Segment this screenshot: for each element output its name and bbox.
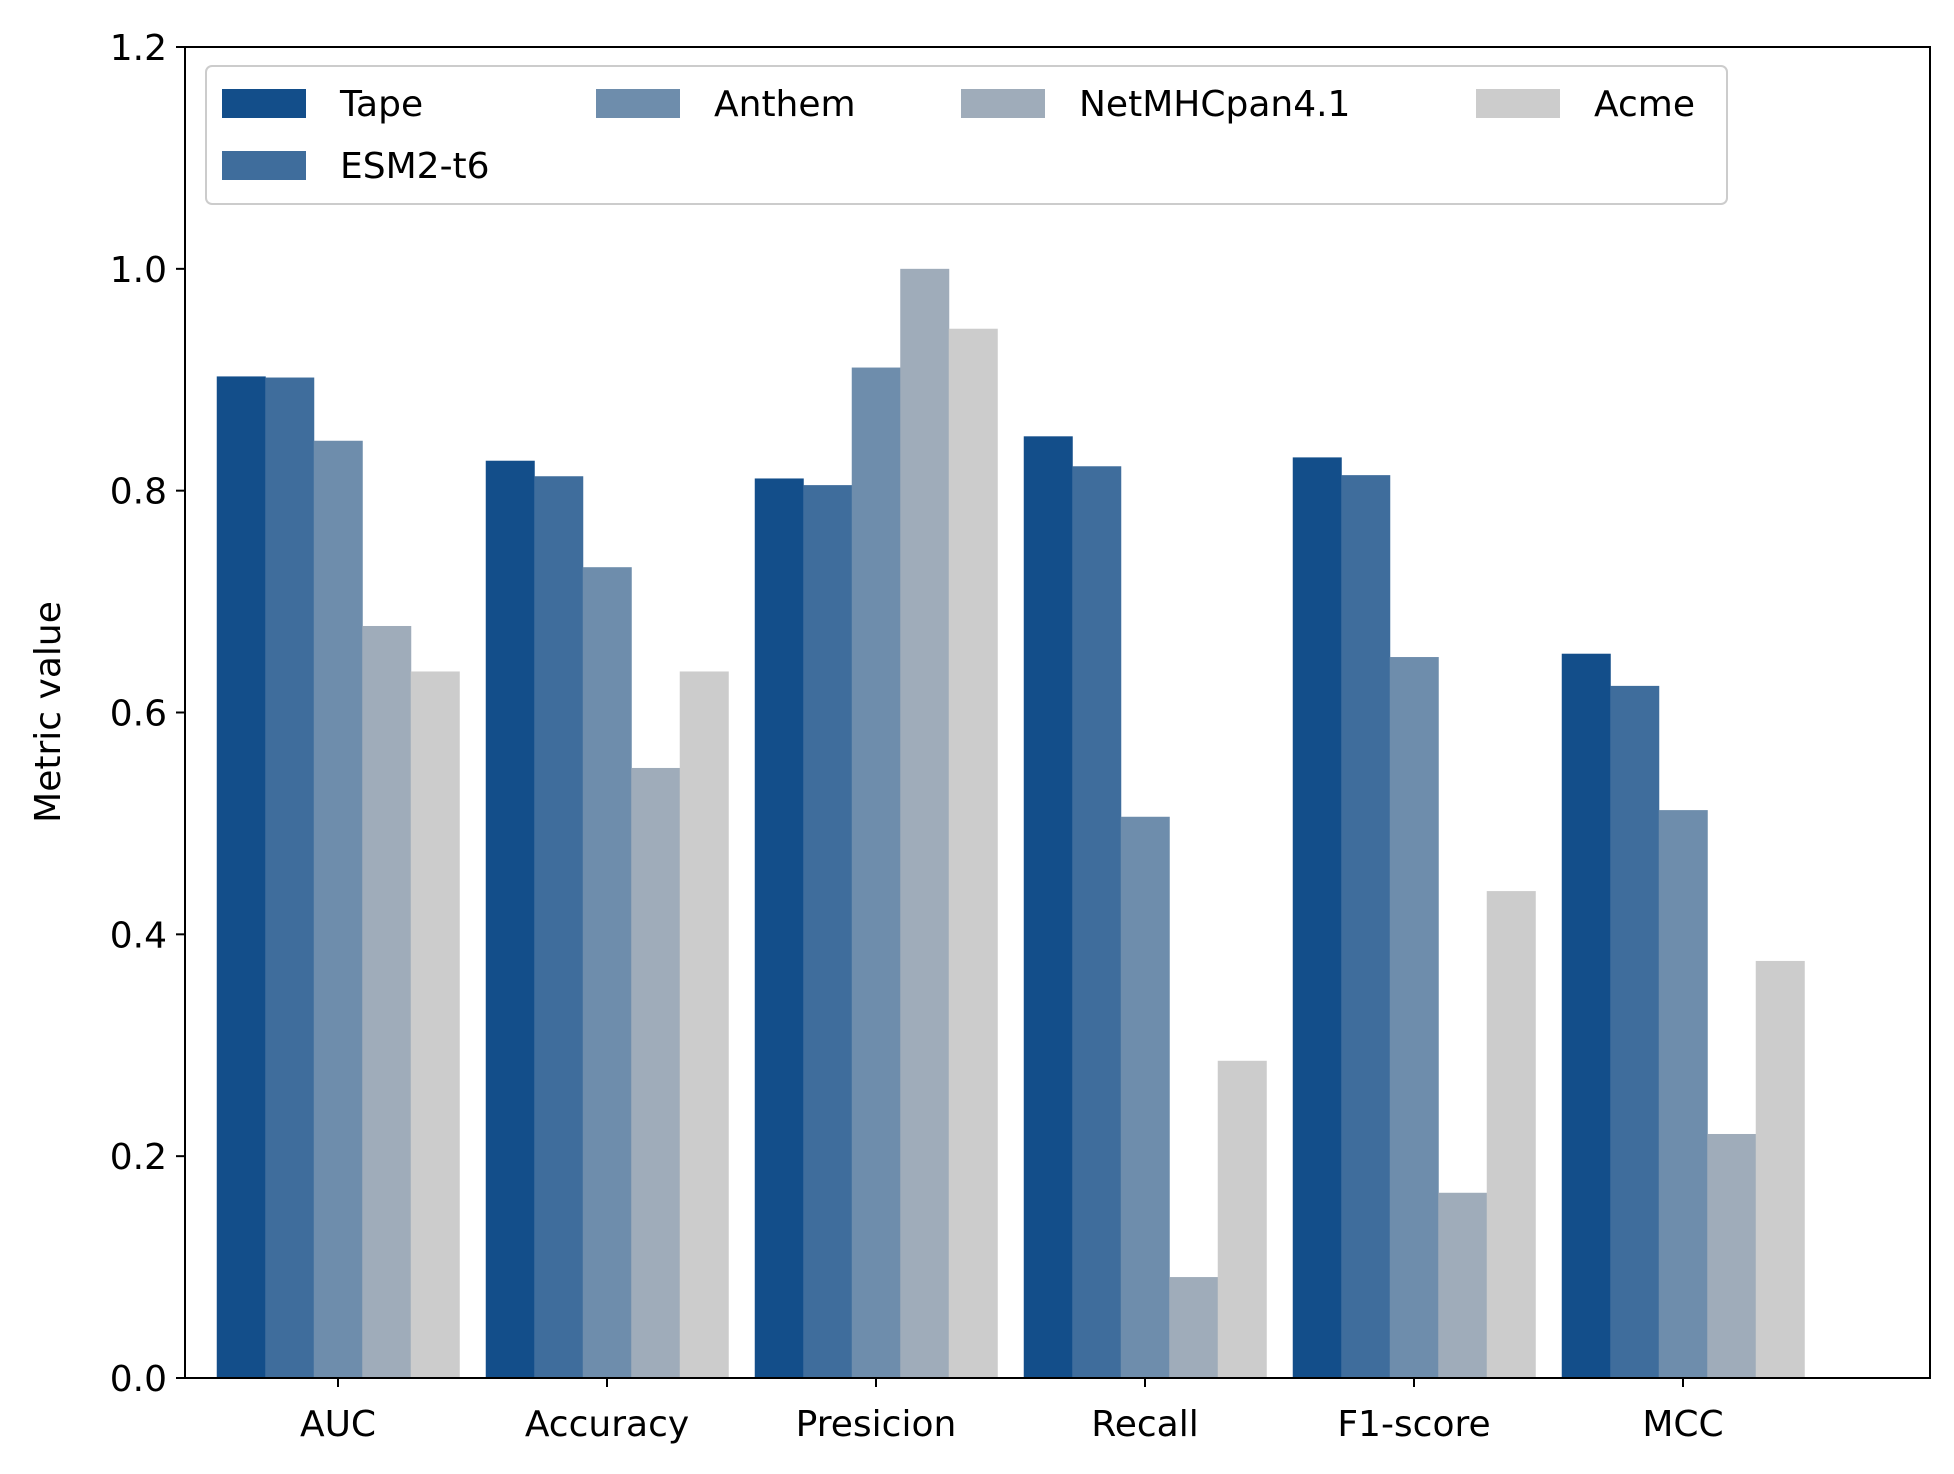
- bar-acme-accuracy: [679, 671, 729, 1378]
- x-tick-label: AUC: [300, 1404, 376, 1445]
- bar-tape-auc: [216, 376, 266, 1378]
- legend-label: Acme: [1594, 84, 1695, 125]
- legend-label: Anthem: [714, 84, 856, 125]
- bar-esm2-t6-mcc: [1610, 685, 1660, 1378]
- legend-swatch: [596, 89, 680, 118]
- y-tick-label: 0.4: [110, 915, 167, 956]
- bar-acme-recall: [1217, 1060, 1267, 1378]
- x-tick-label: Recall: [1091, 1404, 1198, 1445]
- y-axis-label: Metric value: [28, 601, 69, 823]
- y-tick-label: 1.2: [110, 28, 167, 69]
- bar-anthem-mcc: [1658, 810, 1708, 1378]
- bar-esm2-t6-auc: [265, 377, 315, 1378]
- bar-anthem-auc: [313, 440, 363, 1379]
- bar-anthem-presicion: [851, 367, 901, 1378]
- bar-tape-accuracy: [485, 460, 535, 1378]
- y-tick-label: 0.0: [110, 1359, 167, 1400]
- bar-anthem-accuracy: [582, 567, 632, 1378]
- x-axis: AUC Accuracy Presicion Recall F1-score MCC: [300, 1378, 1724, 1445]
- bar-acme-auc: [410, 671, 460, 1378]
- bar-netmhcpan4-1-mcc: [1707, 1133, 1757, 1378]
- bar-acme-mcc: [1755, 960, 1805, 1378]
- bar-anthem-f1-score: [1389, 657, 1439, 1378]
- legend-swatch: [222, 89, 306, 118]
- bar-netmhcpan4-1-accuracy: [631, 767, 681, 1378]
- y-tick-label: 0.6: [110, 694, 167, 735]
- bar-esm2-t6-presicion: [803, 485, 853, 1378]
- bar-tape-mcc: [1561, 653, 1611, 1378]
- bar-netmhcpan4-1-presicion: [900, 268, 950, 1378]
- x-tick-label: Presicion: [796, 1404, 957, 1445]
- bar-esm2-t6-accuracy: [534, 476, 584, 1378]
- y-tick-label: 1.0: [110, 250, 167, 291]
- y-tick-label: 0.2: [110, 1137, 167, 1178]
- x-tick-label: Accuracy: [525, 1404, 689, 1445]
- bar-anthem-recall: [1120, 816, 1170, 1378]
- bar-netmhcpan4-1-auc: [362, 625, 412, 1378]
- legend-swatch: [961, 89, 1045, 118]
- y-tick-label: 0.8: [110, 472, 167, 513]
- legend-label: NetMHCpan4.1: [1079, 84, 1350, 125]
- bar-acme-presicion: [948, 328, 998, 1379]
- bars-group: [216, 268, 1805, 1379]
- legend-label: ESM2-t6: [340, 146, 490, 187]
- bar-tape-presicion: [754, 478, 804, 1378]
- y-axis: 0.0 0.2 0.4 0.6 0.8 1.0 1.2: [110, 28, 185, 1400]
- bar-esm2-t6-f1-score: [1341, 475, 1391, 1379]
- legend-label: Tape: [339, 84, 423, 125]
- bar-acme-f1-score: [1486, 891, 1536, 1378]
- x-tick-label: F1-score: [1337, 1404, 1490, 1445]
- bar-esm2-t6-recall: [1072, 466, 1122, 1378]
- x-tick-label: MCC: [1642, 1404, 1723, 1445]
- bar-netmhcpan4-1-f1-score: [1438, 1192, 1488, 1378]
- bar-tape-recall: [1023, 436, 1073, 1378]
- legend-swatch: [1476, 89, 1560, 118]
- legend: Tape ESM2-t6 Anthem NetMHCpan4.1 Acme: [205, 65, 1728, 205]
- bar-tape-f1-score: [1292, 457, 1342, 1378]
- bar-netmhcpan4-1-recall: [1169, 1277, 1219, 1378]
- legend-frame: [205, 65, 1728, 205]
- legend-swatch: [222, 151, 306, 180]
